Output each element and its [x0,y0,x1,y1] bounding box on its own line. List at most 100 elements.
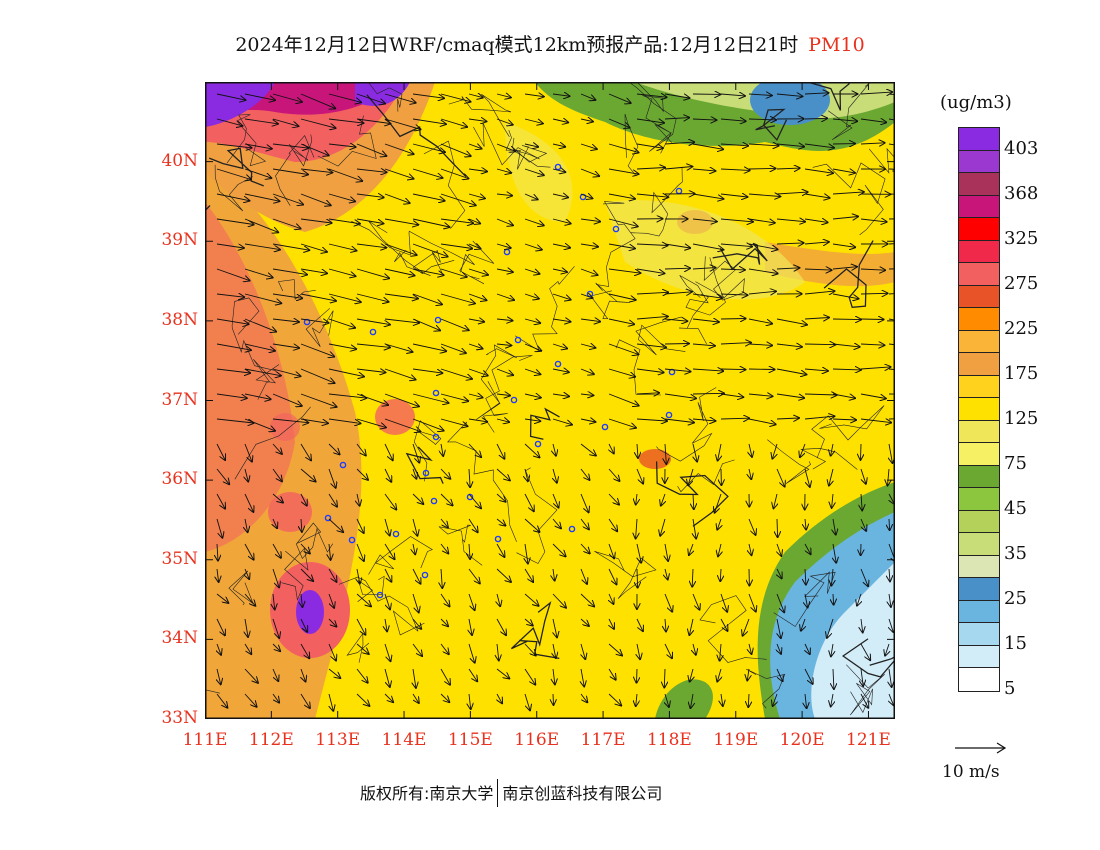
legend-label: 15 [1004,632,1027,654]
wind-arrow [244,93,275,100]
wind-arrow [827,618,834,638]
wind-arrow [888,293,895,295]
wind-arrow [665,543,668,561]
wind-arrow [636,518,637,539]
wind-arrow [300,243,327,252]
wind-arrow [664,593,672,612]
city-marker [554,163,562,171]
wind-arrow [860,219,887,222]
wind-arrow [832,244,855,247]
wind-arrow [608,243,635,249]
wind-arrow [608,93,631,103]
wind-arrow [720,643,721,661]
wind-arrow [748,418,776,424]
wind-arrow [468,244,481,249]
legend-color-box [959,578,999,601]
wind-arrow [300,543,310,553]
city-marker [432,433,440,441]
wind-arrow [468,518,478,532]
wind-arrow [552,194,568,197]
wind-arrow [720,119,746,121]
wind-arrow [496,143,515,151]
legend-label: 25 [1004,587,1027,609]
wind-arrow [496,394,510,396]
wind-arrow [272,618,279,638]
copyright-text: 版权所有:南京大学 [360,784,494,803]
wind-arrow [832,419,856,420]
wind-arrow [776,94,802,96]
wind-arrow [804,394,837,395]
wind-arrow [776,144,804,147]
wind-arrow [412,218,449,227]
wind-arrow [664,668,665,688]
wind-arrow [412,168,443,178]
wind-arrow [692,243,723,250]
boundary-line [275,135,315,206]
boundary-line [677,459,735,493]
wind-arrow [804,468,810,487]
wind-arrow [328,293,361,302]
wind-arrow [715,493,722,513]
wind-arrow [412,118,446,124]
wind-arrow [805,593,808,608]
legend-label: 35 [1004,542,1027,564]
wind-arrow [468,169,487,172]
legend-color-box [959,398,999,421]
wind-arrow [356,344,390,347]
wind-arrow [749,468,751,479]
wind-arrow [804,668,813,684]
boundary-line [226,114,267,167]
wind-arrow [300,193,331,205]
wind-arrow [692,193,723,199]
wind-arrow [217,543,218,561]
wind-arrow [889,443,892,463]
legend-label: 325 [1004,227,1039,249]
map-frame [205,82,895,719]
wind-arrow [272,343,299,348]
wind-arrow [440,293,475,304]
wind-arrow [637,568,638,588]
wind-arrow [356,169,386,172]
wind-arrow [805,693,807,708]
wind-arrow [328,144,356,147]
wind-arrow [272,93,302,102]
wind-arrow [776,168,800,169]
wind-arrow [553,568,555,581]
wind-arrow [636,393,659,394]
wind-arrow [776,468,785,487]
boundary-line [295,522,334,560]
wind-arrow [860,367,890,369]
wind-arrow [748,144,779,146]
wind-arrow [300,568,313,581]
wind-arrow [356,618,365,635]
wind-arrow [440,243,472,249]
wind-arrow [776,219,805,222]
wind-arrow [748,291,776,294]
lon-label: 118E [646,730,692,750]
wind-arrow [524,144,538,147]
wind-arrow [860,518,866,531]
wind-arrow [664,419,694,423]
city-marker [434,316,442,324]
wind-arrow [664,643,672,658]
wind-arrow [384,118,421,129]
wind-arrow [384,568,391,582]
wind-arrow [440,468,450,479]
wind-arrow [720,244,752,247]
wind-arrow [413,468,416,479]
boundary-line [828,83,870,141]
wind-arrow [468,668,477,681]
legend-color-box [959,555,999,578]
lon-label: 116E [514,730,560,750]
wind-arrow [216,193,249,201]
wind-arrow [440,593,450,606]
wind-arrow [749,643,752,654]
wind-arrow [300,318,329,323]
wind-arrow [552,493,559,508]
wind-arrow [805,568,806,585]
lat-label: 38N [161,309,198,330]
legend-color-box [959,150,999,173]
wind-arrow [552,119,568,123]
legend-color-box [959,128,999,151]
wind-arrow [440,218,473,223]
